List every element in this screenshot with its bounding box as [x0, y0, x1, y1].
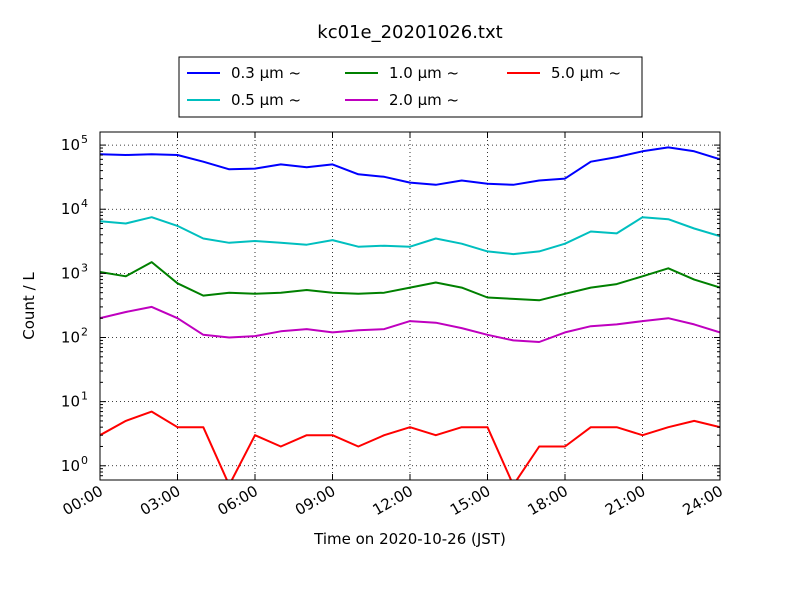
- series-line-4: [100, 410, 720, 480]
- legend-label-2: 1.0 μm ~: [389, 64, 459, 82]
- y-tick-exponent: 5: [81, 133, 88, 146]
- series-line-3: [100, 305, 720, 343]
- y-tick-label: 10: [61, 136, 80, 154]
- series-line-2: [100, 261, 720, 302]
- y-axis-label: Count / L: [20, 272, 38, 340]
- y-tick-label: 10: [61, 457, 80, 475]
- y-tick-label: 10: [61, 393, 80, 411]
- y-tick-exponent: 2: [81, 325, 88, 338]
- x-axis-label: Time on 2020-10-26 (JST): [313, 530, 506, 548]
- y-tick-exponent: 3: [81, 261, 88, 274]
- y-tick-exponent: 4: [81, 197, 88, 210]
- series-layer: [100, 146, 720, 480]
- y-tick-exponent: 1: [81, 390, 88, 403]
- chart-title: kc01e_20201026.txt: [317, 22, 502, 43]
- y-tick-label: 10: [61, 264, 80, 282]
- ticks: [99, 132, 721, 481]
- legend-label-3: 2.0 μm ~: [389, 91, 459, 109]
- series-line-0: [100, 146, 720, 186]
- legend-label-1: 0.5 μm ~: [231, 91, 301, 109]
- grid: [100, 132, 720, 480]
- y-tick-label: 10: [61, 200, 80, 218]
- legend-label-4: 5.0 μm ~: [551, 64, 621, 82]
- legend-label-0: 0.3 μm ~: [231, 64, 301, 82]
- y-tick-label: 10: [61, 328, 80, 346]
- plot-area: [99, 131, 721, 481]
- legend: 0.3 μm ~ 0.5 μm ~ 1.0 μm ~ 2.0 μm ~ 5.0 μm ~: [178, 56, 643, 118]
- legend-items: 0.3 μm ~ 0.5 μm ~ 1.0 μm ~ 2.0 μm ~ 5.0 μm ~: [187, 64, 621, 109]
- series-line-1: [100, 216, 720, 256]
- legend-box: [178, 56, 643, 118]
- y-tick-exponent: 0: [81, 454, 88, 467]
